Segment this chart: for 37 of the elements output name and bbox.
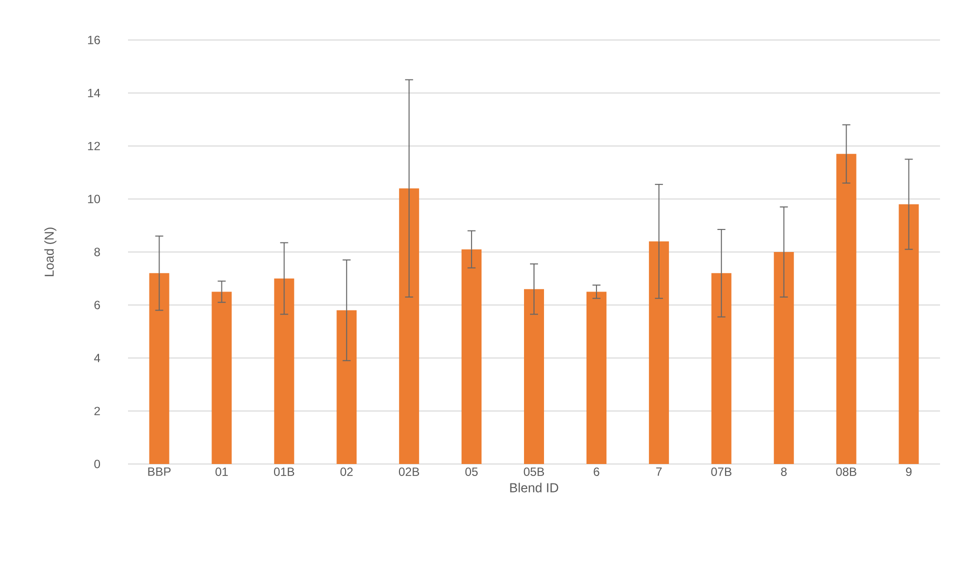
x-tick-label: 01B [274,468,294,476]
bar [149,273,170,464]
y-tick-label: 2 [94,406,100,416]
y-tick-label: 6 [94,300,100,310]
bar [399,188,420,464]
x-tick-label: 9 [906,468,912,476]
x-tick-label: 01 [216,468,228,476]
x-tick-label: 07B [711,468,732,476]
x-tick-label: 7 [656,468,662,476]
bar [898,204,919,464]
y-axis-title: Load (N) [44,228,56,276]
bar [774,252,794,464]
x-tick-label: 6 [594,468,600,476]
y-tick-label: 10 [88,194,100,204]
bar [524,289,544,464]
y-tick-label: 4 [94,354,100,362]
x-tick-label: 05 [465,468,478,476]
x-tick-label: 02B [398,468,420,476]
bar [274,278,294,464]
x-axis-title: Blend ID [510,482,558,492]
bar [836,154,856,464]
bar [462,249,482,464]
y-tick-label: 8 [94,248,100,256]
x-tick-label: 8 [781,468,787,476]
bar [586,292,606,464]
x-tick-label: 02 [340,468,353,476]
bar [711,273,732,464]
x-tick-label: 08B [836,468,856,476]
bar [648,241,669,464]
bar [212,292,232,464]
x-tick-label: BBP [148,468,171,476]
y-tick-label: 0 [94,460,100,468]
y-tick-label: 12 [88,142,100,150]
bar [336,310,357,464]
y-tick-label: 14 [88,88,100,98]
x-tick-label: 05B [524,468,544,476]
y-tick-label: 16 [88,36,100,44]
